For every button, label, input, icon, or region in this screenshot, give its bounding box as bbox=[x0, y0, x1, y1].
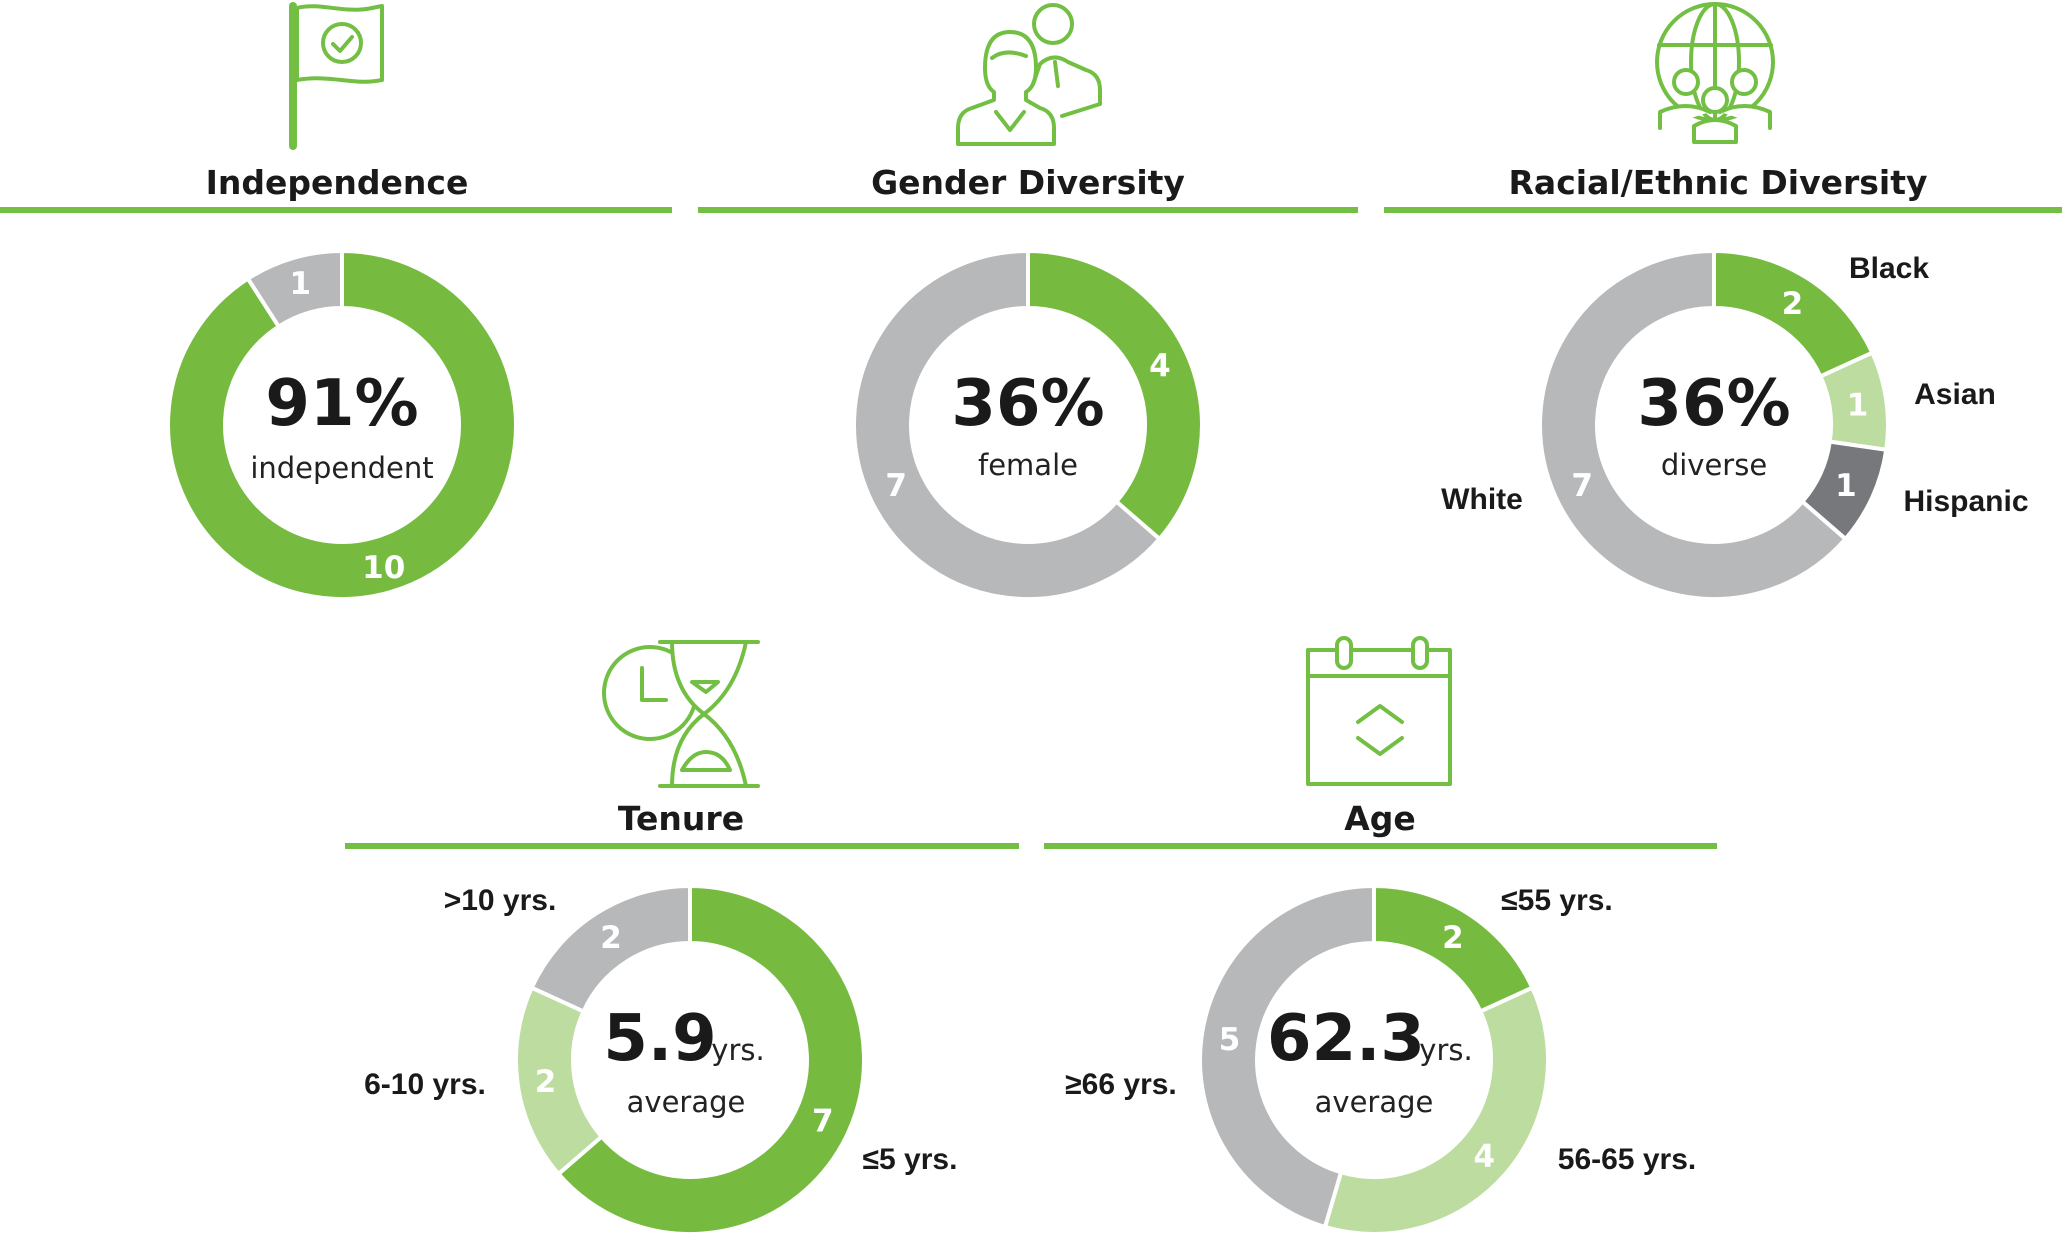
gender-diversity-value-label: 7 bbox=[885, 468, 907, 504]
hourglass-clock-icon bbox=[602, 640, 760, 788]
tenure-value-label: 7 bbox=[812, 1104, 834, 1140]
racial-ethnic-diversity-value-label: 7 bbox=[1571, 468, 1593, 504]
age-donut: 2 4 5 bbox=[1198, 883, 1551, 1236]
black-label: Black bbox=[1849, 252, 1929, 285]
age-over-66-label: ≥66 yrs. bbox=[1065, 1068, 1177, 1101]
age-value-label: 5 bbox=[1219, 1022, 1241, 1058]
age-slice-56-65-yrs bbox=[1322, 985, 1551, 1236]
racial-ethnic-diversity-value-label: 1 bbox=[1847, 387, 1869, 423]
independence-donut: 10 1 bbox=[166, 248, 518, 601]
gender-diversity-rule bbox=[698, 207, 1358, 213]
tenure-rule bbox=[345, 843, 1019, 849]
tenure-donut: 7 2 2 bbox=[514, 883, 866, 1236]
gender-diversity-title: Gender Diversity bbox=[871, 163, 1185, 202]
tenure-value-label: 2 bbox=[535, 1064, 557, 1100]
age-rule bbox=[1044, 843, 1717, 849]
racial-ethnic-diversity-rule bbox=[1384, 207, 2062, 213]
gender-diversity-center-label: female bbox=[978, 448, 1078, 482]
people-icon bbox=[956, 3, 1102, 146]
age-value-label: 2 bbox=[1442, 920, 1464, 956]
age-56-65-label: 56-65 yrs. bbox=[1558, 1143, 1696, 1176]
racial-ethnic-diversity-center-label: diverse bbox=[1661, 448, 1767, 482]
independence-center-value: 91% bbox=[265, 367, 418, 441]
white-label: White bbox=[1441, 483, 1523, 516]
gender-diversity-center-value: 36% bbox=[951, 367, 1104, 441]
tenure-title: Tenure bbox=[618, 799, 744, 838]
hispanic-label: Hispanic bbox=[1903, 485, 2028, 518]
racial-ethnic-diversity-value-label: 1 bbox=[1835, 468, 1857, 504]
calendar-icon bbox=[1306, 636, 1452, 786]
independence-rule bbox=[0, 207, 672, 213]
racial-ethnic-diversity-title: Racial/Ethnic Diversity bbox=[1509, 163, 1928, 202]
tenure-value-label: 2 bbox=[600, 920, 622, 956]
tenure-over-10-label: >10 yrs. bbox=[444, 884, 557, 917]
independence-center-label: independent bbox=[250, 451, 433, 485]
gender-diversity-value-label: 4 bbox=[1149, 348, 1171, 384]
tenure-center-unit: yrs. bbox=[711, 1033, 764, 1067]
racial-ethnic-diversity-value-label: 2 bbox=[1782, 286, 1804, 322]
independence-value-label: 10 bbox=[362, 550, 405, 586]
independence-slice-0 bbox=[166, 248, 518, 601]
independence-value-label: 1 bbox=[290, 266, 312, 302]
racial-ethnic-diversity-donut: 2 1 1 7 bbox=[1538, 248, 1890, 601]
tenure-center-label: average bbox=[627, 1085, 746, 1119]
gender-diversity-slice-0 bbox=[1026, 248, 1204, 542]
gender-diversity-donut: 47 bbox=[852, 248, 1204, 601]
age-center-value: 62.3 bbox=[1267, 1002, 1425, 1076]
racial-ethnic-diversity-center-value: 36% bbox=[1637, 367, 1790, 441]
tenure-under-5-label: ≤5 yrs. bbox=[863, 1143, 958, 1176]
age-center-label: average bbox=[1315, 1085, 1434, 1119]
tenure-slice-10-yrs bbox=[529, 883, 692, 1015]
tenure-slice-5-yrs bbox=[555, 883, 866, 1236]
age-under-55-label: ≤55 yrs. bbox=[1501, 884, 1613, 917]
independence-slice-1 bbox=[245, 248, 344, 330]
globe-people-icon bbox=[1655, 2, 1775, 144]
age-value-label: 4 bbox=[1474, 1139, 1496, 1175]
tenure-center-value: 5.9 bbox=[603, 1002, 716, 1076]
asian-label: Asian bbox=[1914, 378, 1996, 411]
tenure-6-10-label: 6-10 yrs. bbox=[364, 1068, 486, 1101]
age-slice-66-yrs bbox=[1198, 883, 1376, 1230]
age-center-unit: yrs. bbox=[1419, 1033, 1472, 1067]
flag-check-icon bbox=[289, 2, 384, 150]
tenure-slice-6-10-yrs bbox=[514, 985, 605, 1177]
age-title: Age bbox=[1344, 799, 1416, 838]
gender-diversity-slice-1 bbox=[852, 248, 1163, 601]
independence-title: Independence bbox=[206, 163, 469, 202]
racial-ethnic-diversity-slice-white bbox=[1538, 248, 1849, 601]
